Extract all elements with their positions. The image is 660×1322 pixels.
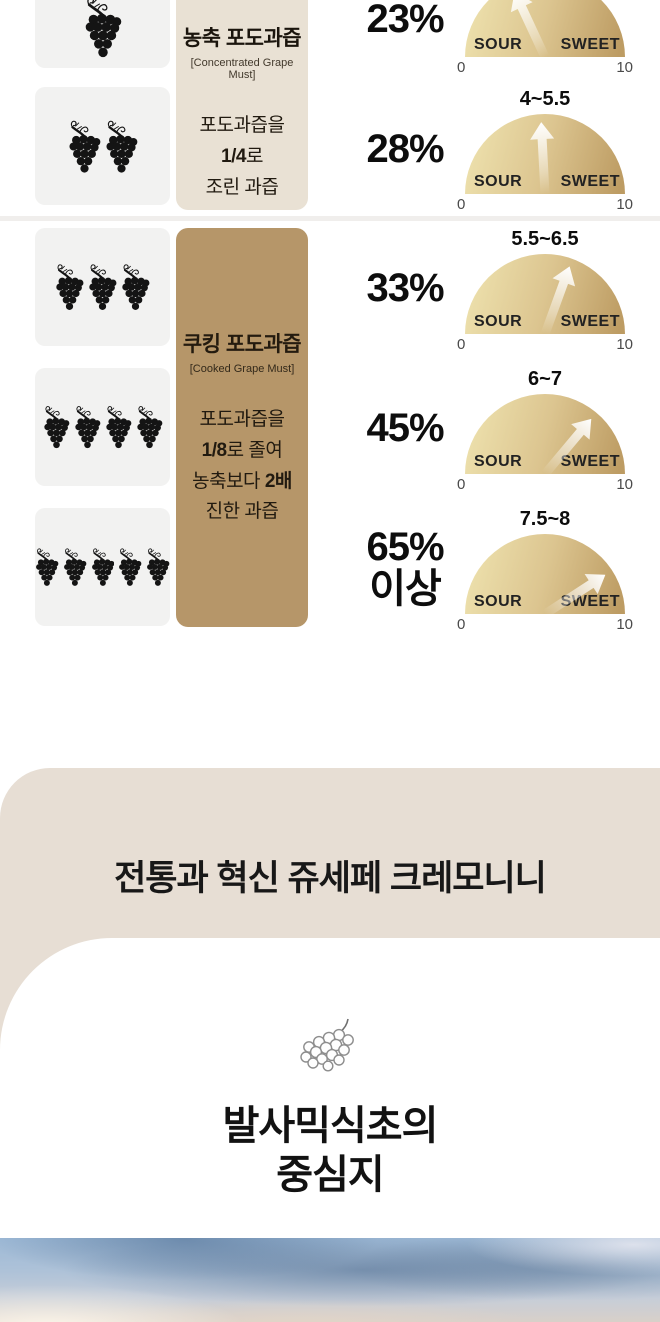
gauge-scale-max: 10 xyxy=(616,476,633,493)
grape-bunch-icon xyxy=(104,405,132,450)
grape-bunch-icon xyxy=(146,547,170,587)
sweetness-gauge: 4~5.5 SOUR SWEET 0 10 xyxy=(457,88,633,213)
gauge-scale-min: 0 xyxy=(457,336,466,353)
sweetness-gauge: 6~7 SOUR SWEET 0 10 xyxy=(457,368,633,493)
gauge-range-label: 4~5.5 xyxy=(519,88,571,110)
gauge-scale-min: 0 xyxy=(457,616,466,633)
gauge-range-label: 7.5~8 xyxy=(519,508,571,530)
grape-bunch-icon xyxy=(90,547,115,587)
grape-bunch-icon xyxy=(67,119,101,174)
gauge-arc: SOUR SWEET xyxy=(465,114,625,194)
gauge-range-label: 6~7 xyxy=(528,368,562,390)
gauge-arc: SOUR SWEET xyxy=(465,254,625,334)
gauge-sour-label: SOUR xyxy=(474,36,523,53)
grape-bunch-icon xyxy=(135,405,163,450)
grape-bunch-icon xyxy=(35,547,59,587)
grape-bunch-icon xyxy=(62,547,87,587)
sweetness-gauge: SOUR SWEET 0 10 xyxy=(457,0,633,76)
heritage-card xyxy=(0,938,660,1248)
card-description: 포도과즙을 1/8로 졸여 농축보다 2배 진한 과즙 xyxy=(192,409,292,523)
sky-clouds-photo xyxy=(0,1238,660,1322)
grape-quantity-cell xyxy=(35,228,170,346)
cooked-grape-must-card: 쿠킹 포도과즙 [Cooked Grape Must] 포도과즙을 1/8로 졸여… xyxy=(176,228,308,627)
concentration-percent: 45% xyxy=(366,406,444,450)
gauge-scale: 0 10 xyxy=(457,616,633,633)
gauge-sweet-label: SWEET xyxy=(560,173,620,190)
gauge-scale-max: 10 xyxy=(616,59,633,76)
gauge-sweet-label: SWEET xyxy=(560,453,620,470)
concentration-percent: 28% xyxy=(366,127,444,171)
gauge-needle-icon xyxy=(542,573,606,614)
gauge-scale-min: 0 xyxy=(457,59,466,76)
gauge-scale: 0 10 xyxy=(457,59,633,76)
grape-quantity-cell xyxy=(35,368,170,486)
grape-bunch-icon xyxy=(121,263,150,312)
gauge-range-label: 5.5~6.5 xyxy=(511,228,579,250)
gauge-sweet-label: SWEET xyxy=(560,36,620,53)
section-divider xyxy=(0,216,660,221)
heritage-title: 전통과 혁신 쥬세페 크레모니니 xyxy=(114,859,547,898)
gauge-arc: SOUR SWEET xyxy=(465,534,625,614)
grape-bunch-icon xyxy=(55,263,84,312)
gauge-scale-max: 10 xyxy=(616,196,633,213)
concentration-percent-suffix: 이상 xyxy=(369,567,442,611)
concentration-percent: 65% 이상 xyxy=(366,525,444,611)
gauge-scale-min: 0 xyxy=(457,196,466,213)
heritage-subtitle-line1: 발사믹식초의 xyxy=(222,1104,439,1148)
heritage-subtitle-line2: 중심지 xyxy=(276,1153,384,1197)
grape-bunch-icon xyxy=(83,0,122,59)
gauge-needle-icon xyxy=(541,418,592,474)
gauge-sweet-label: SWEET xyxy=(560,313,620,330)
heritage-subtitle: 발사믹식초의 중심지 xyxy=(0,1102,660,1200)
gauge-scale: 0 10 xyxy=(457,336,633,353)
card-title: 농축 포도과즙 xyxy=(182,27,302,50)
gauge-needle-icon xyxy=(530,122,555,194)
gauge-scale-max: 10 xyxy=(616,336,633,353)
gauge-sour-label: SOUR xyxy=(474,313,523,330)
grape-bunch-icon xyxy=(73,405,101,450)
gauge-sour-label: SOUR xyxy=(474,593,523,610)
concentration-percent: 33% xyxy=(366,266,444,310)
grape-bunch-icon xyxy=(104,119,138,174)
gauge-scale-max: 10 xyxy=(616,616,633,633)
grape-quantity-cell xyxy=(35,508,170,626)
sweetness-gauge: 5.5~6.5 SOUR SWEET 0 10 xyxy=(457,228,633,353)
gauge-needle-icon xyxy=(510,0,550,57)
gauge-scale: 0 10 xyxy=(457,196,633,213)
card-subtitle-en: [Cooked Grape Must] xyxy=(189,363,295,375)
gauge-sour-label: SOUR xyxy=(474,173,523,190)
gauge-scale: 0 10 xyxy=(457,476,633,493)
grape-bunch-icon xyxy=(88,263,117,312)
card-description: 포도과즙을 1/4로 조린 과즙 xyxy=(199,115,285,198)
gauge-arc: SOUR SWEET xyxy=(465,0,625,57)
gauge-scale-min: 0 xyxy=(457,476,466,493)
gauge-sour-label: SOUR xyxy=(474,453,523,470)
grape-bunch-icon xyxy=(42,405,70,450)
concentration-percent: 23% xyxy=(366,0,444,41)
gauge-arc: SOUR SWEET xyxy=(465,394,625,474)
grape-sketch-icon xyxy=(0,1016,660,1074)
concentrated-grape-must-card: 농축 포도과즙 [Concentrated Grape Must] 포도과즙을 1… xyxy=(176,0,308,210)
card-title: 쿠킹 포도과즙 xyxy=(182,333,302,356)
sweetness-gauge: 7.5~8 SOUR SWEET 0 10 xyxy=(457,508,633,633)
grape-quantity-cell xyxy=(35,87,170,205)
grape-bunch-icon xyxy=(118,547,143,587)
gauge-needle-icon xyxy=(540,266,576,334)
grape-quantity-cell xyxy=(35,0,170,68)
card-subtitle-en: [Concentrated Grape Must] xyxy=(190,57,294,81)
